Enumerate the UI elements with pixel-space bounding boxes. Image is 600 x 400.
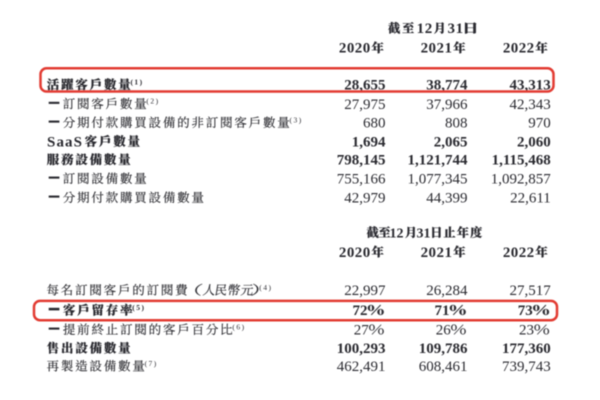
svg-text:1,092,857: 1,092,857 (491, 172, 552, 188)
svg-text:27,517: 27,517 (510, 283, 552, 299)
svg-text:2020: 2020 (339, 245, 371, 261)
svg-text:72: 72 (352, 303, 367, 319)
svg-text:808: 808 (445, 116, 468, 132)
svg-text:(4): (4) (259, 283, 272, 292)
svg-text:2021: 2021 (421, 245, 453, 261)
svg-text:12: 12 (390, 226, 404, 241)
svg-text:970: 970 (528, 116, 551, 132)
svg-text:(3): (3) (289, 115, 302, 124)
svg-text:755,166: 755,166 (337, 172, 386, 188)
svg-text:100,293: 100,293 (337, 341, 386, 357)
svg-text:2020: 2020 (339, 41, 371, 57)
svg-text:1,077,345: 1,077,345 (408, 172, 468, 188)
svg-text:SaaS: SaaS (47, 134, 83, 150)
svg-text:43,313: 43,313 (510, 78, 551, 94)
svg-text:42,979: 42,979 (344, 191, 385, 207)
svg-text:2,060: 2,060 (517, 134, 551, 150)
svg-text:26,284: 26,284 (426, 283, 468, 299)
svg-text:739,743: 739,743 (502, 359, 551, 375)
svg-text:608,461: 608,461 (419, 359, 468, 375)
svg-text:177,360: 177,360 (502, 341, 551, 357)
svg-text:798,145: 798,145 (337, 153, 386, 169)
svg-text:462,491: 462,491 (337, 359, 386, 375)
svg-text:42,343: 42,343 (510, 97, 551, 113)
svg-text:1,115,468: 1,115,468 (492, 153, 551, 169)
svg-text:2022: 2022 (503, 41, 535, 57)
svg-text:(6): (6) (232, 322, 245, 331)
svg-text:37,966: 37,966 (426, 97, 468, 113)
svg-text:109,786: 109,786 (419, 341, 468, 357)
svg-text:(7): (7) (145, 359, 158, 368)
svg-text:28,655: 28,655 (344, 78, 385, 94)
svg-text:680: 680 (363, 116, 386, 132)
svg-text:38,774: 38,774 (426, 78, 468, 94)
svg-text:27: 27 (354, 323, 370, 339)
svg-text:(5): (5) (132, 303, 145, 312)
svg-text:22,611: 22,611 (510, 191, 551, 207)
svg-text:23: 23 (519, 323, 534, 339)
svg-text:2,065: 2,065 (434, 134, 468, 150)
svg-text:2022: 2022 (503, 245, 535, 261)
svg-text:44,399: 44,399 (426, 191, 467, 207)
svg-text:1,694: 1,694 (352, 134, 386, 150)
svg-text:(1): (1) (130, 77, 143, 86)
svg-text:2021: 2021 (421, 41, 453, 57)
svg-text:12: 12 (417, 21, 433, 37)
svg-text:31: 31 (417, 226, 431, 241)
svg-text:73: 73 (518, 303, 533, 319)
svg-text:31: 31 (448, 21, 464, 37)
svg-text:1,121,744: 1,121,744 (408, 153, 469, 169)
svg-text:22,997: 22,997 (344, 283, 386, 299)
svg-text:26: 26 (436, 323, 452, 339)
svg-text:27,975: 27,975 (344, 97, 385, 113)
svg-text:(2): (2) (146, 97, 159, 106)
svg-text:71: 71 (434, 303, 449, 319)
